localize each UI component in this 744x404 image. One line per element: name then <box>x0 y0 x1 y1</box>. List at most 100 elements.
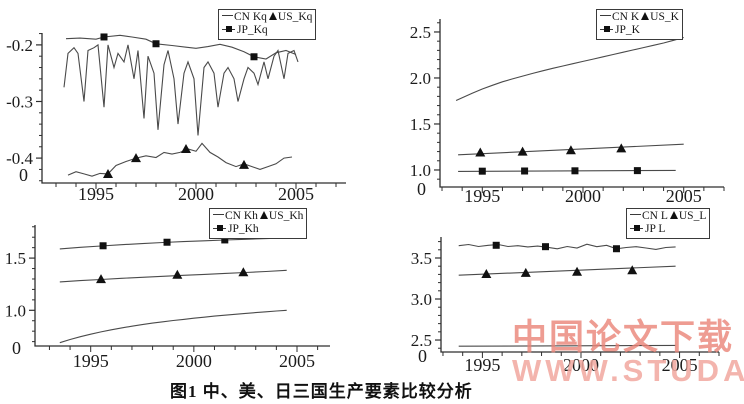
chart-kq-panel: -0.2 -0.3 -0.4 1995 2000 2005 0 CN Kq US_Kq JP_… <box>0 0 366 204</box>
legend-row: JP L <box>630 223 706 236</box>
triangle-marker-icon <box>131 153 141 163</box>
series-JP_Kh-line <box>59 237 287 250</box>
axes <box>34 225 330 347</box>
triangle-marker-icon <box>616 143 627 153</box>
square-marker-icon <box>541 243 549 251</box>
square-marker-icon <box>221 236 229 244</box>
legend-row: JP_Kq <box>222 24 312 37</box>
y-tick-label: 1.5 <box>5 249 26 268</box>
axes <box>440 237 719 353</box>
triangle-marker-icon <box>181 144 191 154</box>
square-marker-icon <box>222 25 235 33</box>
x-tick-label: 2000 <box>178 184 214 204</box>
y-tick-label: -0.2 <box>6 36 33 55</box>
x-tick-label: 2000 <box>565 186 601 206</box>
triangle-marker-icon <box>259 211 268 219</box>
legend-l: CN L US_L JP L <box>626 208 711 239</box>
legend-label-jp: JP_Kq <box>237 24 268 36</box>
watermark-site-name: 中国论文下载 <box>512 318 735 357</box>
triangle-marker-icon <box>572 266 583 276</box>
x-tick-label: 2005 <box>662 355 698 375</box>
origin-label: 0 <box>417 179 426 199</box>
square-marker-icon <box>571 167 579 175</box>
legend-row: CN Kq US_Kq <box>222 11 312 24</box>
origin-label: 0 <box>12 338 21 358</box>
triangle-marker-icon <box>96 274 107 284</box>
square-marker-icon <box>633 167 641 175</box>
axes <box>41 33 346 184</box>
legend-row: CN Kh US_Kh <box>213 210 303 223</box>
legend-label-cn: CN L <box>642 210 668 222</box>
triangle-marker-icon <box>627 265 638 275</box>
triangle-marker-icon <box>239 159 249 169</box>
legend-k: CN K US_K JP_K <box>596 9 683 40</box>
y-tick-label: 1.5 <box>410 115 431 134</box>
figure-caption: 图1 中、美、日三国生产要素比较分析 <box>170 382 473 401</box>
y-tick-label: 3.5 <box>411 249 432 268</box>
chart-kh-panel: 1.5 1.0 1995 2000 2005 0 CN Kh US_Kh JP_Kh <box>0 202 366 374</box>
square-marker-icon <box>250 53 258 61</box>
x-tick-label: 2005 <box>666 186 702 206</box>
y-tick-label: 2.5 <box>411 331 432 350</box>
legend-label-jp: JP_K <box>615 24 640 36</box>
axes <box>439 19 724 188</box>
square-marker-icon <box>600 25 613 33</box>
legend-label-us: US_Kq <box>277 11 313 23</box>
triangle-marker-icon <box>641 12 650 20</box>
triangle-marker-icon <box>517 146 528 156</box>
series-CN_L-line <box>458 344 676 347</box>
triangle-marker-icon <box>103 168 113 178</box>
legend-label-us: US_L <box>678 210 707 222</box>
square-marker-icon <box>152 40 160 48</box>
square-marker-icon <box>630 224 643 232</box>
legend-label-cn: CN Kq <box>234 11 267 23</box>
chart-k-panel: 2.5 2.0 1.5 1.0 1995 2000 2005 0 CN K US_K JP_K <box>372 0 744 206</box>
line-marker-icon <box>600 15 611 17</box>
legend-label-us: US_K <box>650 11 679 23</box>
triangle-marker-icon <box>669 211 678 219</box>
x-tick-label: 1995 <box>73 351 109 371</box>
legend-row: CN K US_K <box>600 11 679 24</box>
triangle-marker-icon <box>565 145 576 155</box>
x-tick-label: 2000 <box>563 355 599 375</box>
square-marker-icon <box>612 245 620 253</box>
series-CN_Kq-line <box>63 43 299 136</box>
triangle-marker-icon <box>481 268 492 278</box>
origin-label: 0 <box>418 346 427 366</box>
triangle-marker-icon <box>475 147 486 157</box>
legend-kq: CN Kq US_Kq JP_Kq <box>218 9 317 40</box>
chart-k-plot: 2.5 2.0 1.5 1.0 1995 2000 2005 0 <box>410 19 725 206</box>
series-CN_Kh-line <box>59 309 287 344</box>
square-marker-icon <box>213 224 226 232</box>
legend-kh: CN Kh US_Kh JP_Kh <box>209 208 308 239</box>
origin-label: 0 <box>19 165 28 185</box>
y-tick-label: 1.0 <box>5 301 26 320</box>
square-marker-icon <box>478 167 486 175</box>
line-marker-icon <box>222 15 233 17</box>
triangle-marker-icon <box>238 267 249 277</box>
square-marker-icon <box>100 33 108 41</box>
triangle-marker-icon <box>268 12 277 20</box>
y-tick-label: 1.0 <box>410 161 431 180</box>
legend-label-jp: JP_Kh <box>228 223 259 235</box>
square-marker-icon <box>163 238 171 246</box>
x-tick-label: 2005 <box>279 351 315 371</box>
series-US_Kh-line <box>59 269 287 283</box>
legend-row: JP_K <box>600 24 679 37</box>
legend-label-us: US_Kh <box>268 210 304 222</box>
square-marker-icon <box>521 167 529 175</box>
line-marker-icon <box>213 214 224 216</box>
chart-kh-plot: 1.5 1.0 1995 2000 2005 0 <box>5 225 330 371</box>
y-tick-label: -0.3 <box>6 92 33 111</box>
series-CN_K-line <box>455 36 684 102</box>
y-tick-label: -0.4 <box>6 149 33 168</box>
x-tick-label: 1995 <box>464 355 500 375</box>
legend-row: JP_Kh <box>213 223 303 236</box>
y-tick-label: 2.0 <box>410 69 431 88</box>
series-JP_K-line <box>458 169 676 172</box>
series-JP_L-line <box>458 243 676 250</box>
series-US_L-line <box>458 265 676 276</box>
legend-label-cn: CN K <box>612 11 640 23</box>
watermark-site-url: WWW.STUDA. <box>512 353 744 388</box>
